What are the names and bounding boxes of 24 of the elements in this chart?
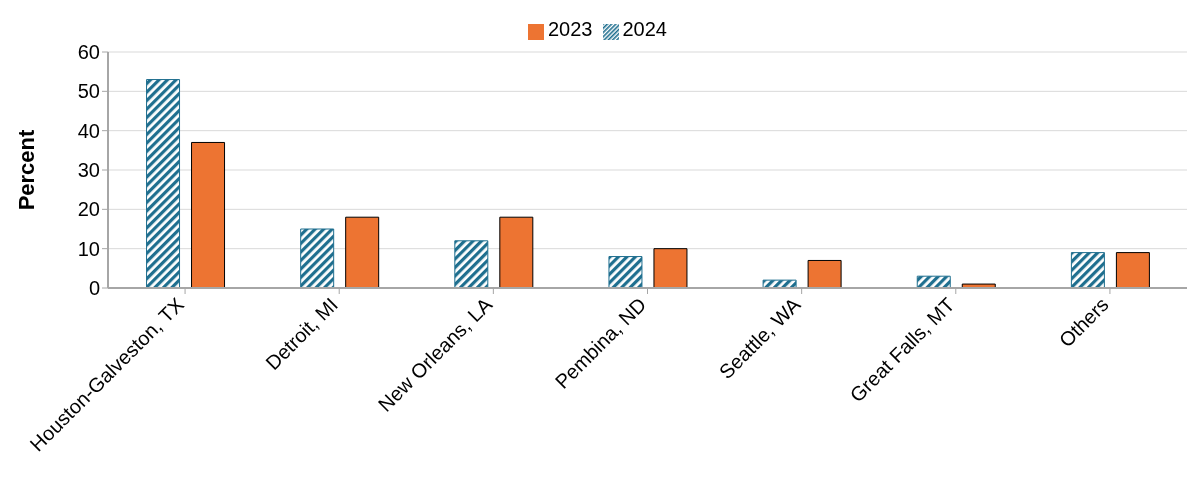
bar bbox=[191, 141, 226, 288]
bar bbox=[807, 259, 842, 288]
legend-label: 2024 bbox=[622, 18, 667, 40]
bar bbox=[345, 216, 380, 288]
y-tick-label: 50 bbox=[77, 80, 100, 103]
y-tick-label: 40 bbox=[77, 119, 100, 142]
bar bbox=[916, 275, 951, 288]
y-tick-label: 30 bbox=[77, 159, 100, 182]
bar bbox=[146, 79, 181, 288]
bar bbox=[762, 279, 797, 288]
bar bbox=[300, 228, 335, 288]
bar bbox=[1115, 252, 1150, 288]
legend-label: 2023 bbox=[548, 18, 593, 40]
y-tick-label: 0 bbox=[88, 277, 100, 300]
bar bbox=[608, 256, 643, 288]
bar bbox=[1070, 252, 1105, 288]
bar bbox=[499, 216, 534, 288]
y-tick-label: 10 bbox=[77, 237, 100, 260]
y-tick-label: 60 bbox=[77, 41, 100, 64]
y-axis-title: Percent bbox=[13, 128, 39, 211]
bar bbox=[961, 283, 996, 288]
bar bbox=[653, 248, 688, 288]
bar bbox=[454, 240, 489, 288]
y-tick-label: 20 bbox=[77, 198, 100, 221]
